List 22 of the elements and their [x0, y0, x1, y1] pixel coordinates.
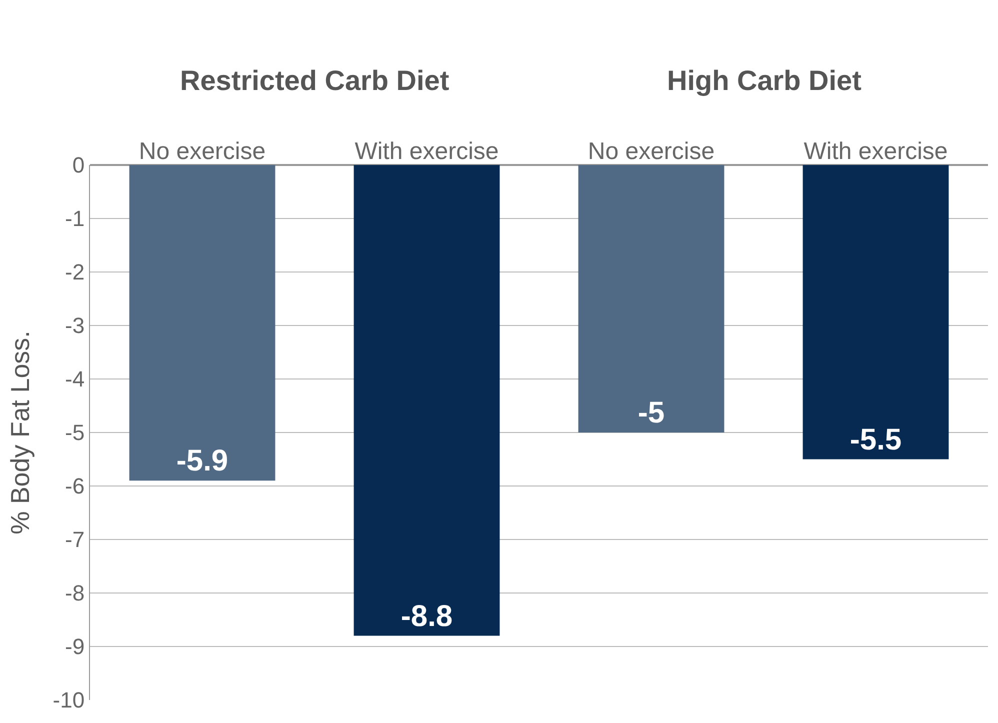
y-tick-label: -8 [65, 580, 85, 606]
y-tick-label: -3 [65, 313, 85, 338]
x-tick-label: No exercise [588, 138, 715, 166]
x-tick-label: No exercise [138, 138, 266, 166]
data-label: -5.9 [176, 444, 228, 478]
y-tick-label: -2 [65, 260, 85, 285]
x-tick-label: With exercise [804, 138, 948, 166]
y-tick-label: 0 [72, 152, 85, 178]
y-tick-label: -10 [52, 688, 85, 713]
text: High Carb Diet [667, 65, 862, 96]
y-tick-label: -5 [65, 420, 85, 446]
text: Restricted Carb Diet [180, 65, 450, 96]
y-tick-label: -7 [65, 527, 85, 552]
y-tick-label: -6 [65, 474, 85, 499]
y-tick-label: -4 [65, 366, 85, 392]
y-tick-label: -1 [65, 206, 85, 232]
data-label: -5 [638, 396, 665, 430]
data-label: -8.8 [400, 600, 453, 633]
y-axis-title: % Body Fat Loss. [5, 330, 36, 534]
data-label: -5.5 [850, 423, 902, 456]
x-tick-label: With exercise [354, 138, 499, 166]
y-tick-label: -9 [65, 634, 85, 660]
